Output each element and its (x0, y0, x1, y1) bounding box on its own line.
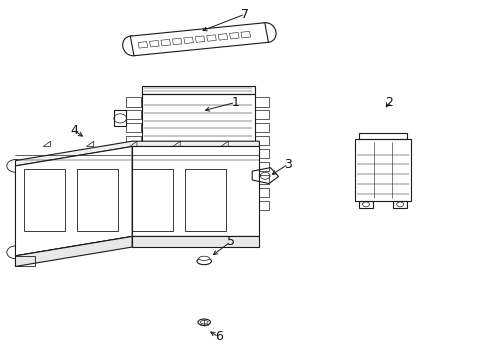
Polygon shape (132, 237, 259, 247)
Text: 6: 6 (215, 330, 222, 343)
Text: 5: 5 (226, 235, 235, 248)
Bar (359, 133, 407, 139)
Bar (126, 98, 141, 107)
Bar (185, 170, 226, 231)
Bar (255, 136, 269, 145)
Text: 1: 1 (231, 96, 239, 109)
Polygon shape (132, 147, 259, 237)
Bar (142, 209, 255, 215)
Bar (255, 162, 269, 171)
Polygon shape (130, 23, 269, 56)
Bar (359, 201, 373, 207)
Text: 3: 3 (284, 158, 292, 171)
Bar (126, 162, 141, 171)
Bar (255, 175, 269, 184)
Bar (255, 188, 269, 197)
Bar (255, 201, 269, 210)
Bar (126, 175, 141, 184)
Bar (132, 170, 173, 231)
Bar (255, 111, 269, 120)
Bar (355, 139, 411, 201)
Bar (255, 149, 269, 158)
Ellipse shape (200, 320, 208, 324)
Bar (142, 86, 255, 94)
Bar (114, 110, 126, 126)
Ellipse shape (122, 36, 142, 56)
Bar (126, 149, 141, 158)
Bar (255, 123, 269, 132)
Bar (126, 201, 141, 210)
Ellipse shape (198, 319, 210, 325)
Bar (126, 136, 141, 145)
Bar (126, 188, 141, 197)
Text: 4: 4 (71, 124, 78, 137)
Bar (77, 170, 118, 231)
Bar (126, 111, 141, 120)
Polygon shape (16, 237, 132, 266)
Ellipse shape (197, 258, 211, 265)
Bar (126, 123, 141, 132)
Text: 2: 2 (385, 96, 393, 109)
Bar (24, 170, 65, 231)
Ellipse shape (199, 256, 209, 260)
Text: 7: 7 (241, 8, 249, 21)
Bar (16, 256, 35, 266)
Ellipse shape (257, 23, 276, 42)
Polygon shape (16, 141, 259, 166)
Polygon shape (16, 147, 132, 256)
Bar (255, 98, 269, 107)
Bar (393, 201, 407, 207)
Bar (142, 94, 255, 210)
